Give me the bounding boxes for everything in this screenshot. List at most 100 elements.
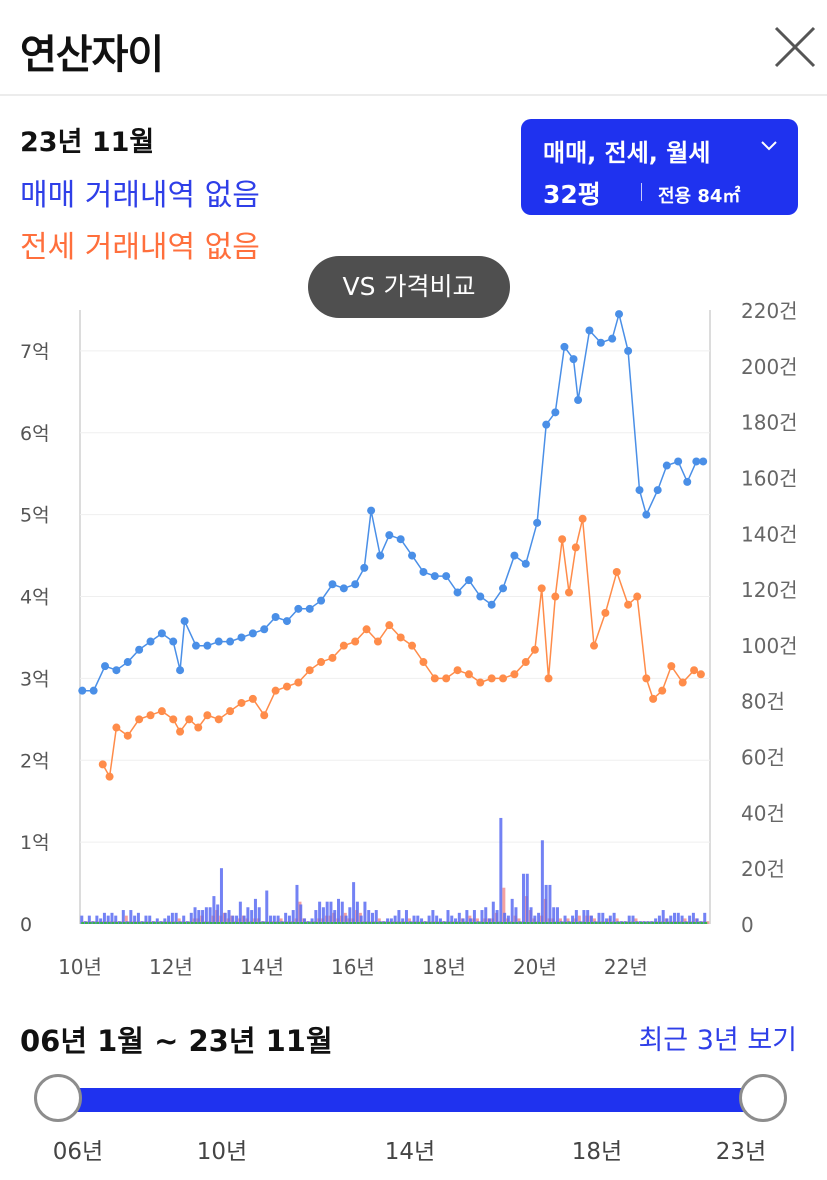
- sale-volume-bar: [295, 884, 299, 924]
- rent-volume-bar: [477, 922, 481, 924]
- sale-volume-bar: [446, 910, 450, 924]
- sale-price-point: [180, 617, 189, 626]
- sale-price-point: [317, 596, 326, 605]
- jeonse-price-point: [112, 723, 121, 732]
- rent-volume-bar: [451, 922, 455, 924]
- rent-volume-bar: [322, 922, 326, 924]
- rent-volume-bar: [153, 922, 157, 924]
- rent-volume-bar: [292, 922, 296, 924]
- rent-volume-bar: [390, 922, 394, 924]
- rent-volume-bar: [315, 922, 319, 924]
- period-slider-track[interactable]: [58, 1088, 764, 1112]
- sale-volume-bar: [605, 918, 609, 924]
- rent-volume-bar: [436, 922, 440, 924]
- jeonse-price-point: [385, 621, 394, 630]
- jeonse-price-point: [544, 674, 553, 683]
- sale-volume-bar: [412, 915, 416, 924]
- jeonse-price-point: [282, 682, 291, 691]
- sale-volume-bar: [374, 910, 378, 924]
- y-tick-label: 7억: [20, 341, 50, 363]
- rent-volume-bar: [217, 922, 221, 924]
- rent-volume-bar: [213, 922, 217, 924]
- rent-volume-bar: [606, 922, 610, 924]
- sale-volume-bar: [555, 907, 559, 924]
- deal-type-filter-button[interactable]: 매매, 전세, 월세 32평 전용 84㎡: [521, 119, 798, 215]
- jeonse-price-point: [464, 670, 473, 679]
- jeonse-price-point: [194, 723, 203, 732]
- recent-3-years-link[interactable]: 최근 3년 보기: [638, 1025, 797, 1056]
- sale-price-point: [169, 637, 178, 646]
- x-tick-label: 16년: [331, 955, 375, 979]
- y-tick-label: 4억: [20, 587, 50, 609]
- sale-volume-bar: [597, 912, 601, 924]
- rent-volume-bar: [81, 922, 85, 924]
- sale-volume-bar: [499, 817, 503, 924]
- sale-volume-bar: [272, 915, 276, 924]
- rent-volume-bar: [296, 922, 300, 924]
- rent-volume-bar: [568, 922, 572, 924]
- sale-price-point: [442, 572, 451, 581]
- jeonse-price-point: [601, 608, 610, 617]
- filter-divider: [641, 183, 642, 201]
- sale-volume-bar: [669, 915, 673, 924]
- y2-tick-label: 200건: [741, 355, 798, 379]
- sale-price-point: [510, 551, 519, 560]
- rent-volume-bar: [364, 922, 368, 924]
- sale-volume-bar: [174, 912, 178, 924]
- jeonse-price-point: [271, 686, 280, 695]
- sale-volume-bar: [318, 901, 322, 924]
- jeonse-price-point: [305, 666, 314, 675]
- sale-price-point: [464, 576, 473, 585]
- sale-volume-bar: [574, 910, 578, 924]
- sale-volume-bar: [333, 910, 337, 924]
- rent-volume-bar: [405, 922, 409, 924]
- sale-volume-bar: [563, 915, 567, 924]
- sale-volume-bar: [657, 915, 661, 924]
- close-icon[interactable]: [772, 24, 818, 70]
- sale-volume-bar: [480, 910, 484, 924]
- jeonse-volume-bar: [706, 921, 710, 924]
- rent-volume-bar: [258, 922, 262, 924]
- rent-volume-bar: [236, 922, 240, 924]
- rent-volume-bar: [624, 922, 628, 924]
- rent-volume-bar: [674, 922, 678, 924]
- sale-volume-bar: [344, 915, 348, 924]
- period-slider-start-handle[interactable]: [34, 1074, 82, 1122]
- sale-price-point: [157, 629, 166, 638]
- sale-volume-bar: [514, 907, 518, 924]
- rent-volume-bar: [375, 922, 379, 924]
- sale-volume-bar: [525, 873, 529, 924]
- sale-price-point: [533, 518, 542, 527]
- jeonse-price-point: [98, 760, 107, 769]
- rent-volume-bar: [545, 922, 549, 924]
- rent-volume-bar: [670, 922, 674, 924]
- rent-volume-bar: [243, 922, 247, 924]
- period-slider-end-handle[interactable]: [739, 1074, 787, 1122]
- rent-volume-bar: [319, 922, 323, 924]
- jeonse-price-point: [260, 711, 269, 720]
- sale-volume-bar: [544, 884, 548, 924]
- jeonse-price-point: [169, 715, 178, 724]
- x-tick-label: 18년: [422, 955, 466, 979]
- rent-volume-bar: [202, 922, 206, 924]
- jeonse-price-point: [658, 686, 667, 695]
- rent-volume-bar: [602, 922, 606, 924]
- header: 연산자이: [0, 0, 827, 96]
- pyeong-label: 32평: [543, 180, 601, 209]
- rent-volume-bar: [304, 922, 308, 924]
- rent-volume-bar: [254, 922, 258, 924]
- rent-volume-bar: [424, 922, 428, 924]
- rent-volume-bar: [647, 922, 651, 924]
- y2-tick-label: 140건: [741, 522, 798, 546]
- rent-volume-bar: [379, 922, 383, 924]
- rent-volume-bar: [636, 922, 640, 924]
- jeonse-price-point: [487, 674, 496, 683]
- sale-price-point: [339, 584, 348, 593]
- sale-price-point: [271, 613, 280, 621]
- sale-volume-bar: [552, 907, 556, 924]
- jeonse-price-point: [237, 698, 246, 707]
- rent-volume-bar: [700, 922, 704, 924]
- vs-compare-button[interactable]: VS 가격비교: [308, 256, 510, 318]
- rent-volume-bar: [220, 922, 224, 924]
- rent-volume-bar: [651, 922, 655, 924]
